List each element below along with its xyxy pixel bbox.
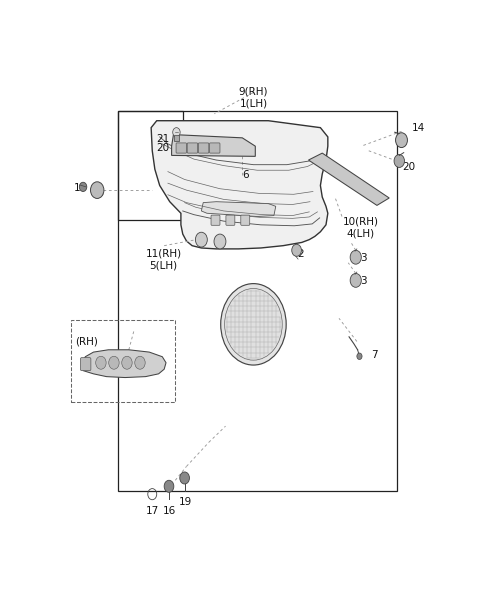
Polygon shape <box>172 135 255 156</box>
Circle shape <box>122 356 132 369</box>
Circle shape <box>173 127 180 137</box>
Circle shape <box>292 244 301 256</box>
Text: 21: 21 <box>156 134 170 144</box>
Circle shape <box>91 182 104 198</box>
Circle shape <box>109 356 119 369</box>
FancyBboxPatch shape <box>81 358 91 371</box>
FancyBboxPatch shape <box>226 215 235 225</box>
Circle shape <box>135 356 145 369</box>
Circle shape <box>396 133 408 148</box>
Text: 2: 2 <box>297 249 304 258</box>
Text: 16: 16 <box>163 506 176 516</box>
FancyBboxPatch shape <box>176 143 186 153</box>
Text: 19: 19 <box>179 497 192 507</box>
Text: 15: 15 <box>92 188 105 198</box>
Circle shape <box>79 182 87 192</box>
Text: 3: 3 <box>360 253 367 263</box>
Text: 20: 20 <box>402 162 415 172</box>
Polygon shape <box>202 202 276 216</box>
Text: 17: 17 <box>145 506 159 516</box>
FancyBboxPatch shape <box>211 215 220 225</box>
Text: 12: 12 <box>132 355 146 365</box>
Circle shape <box>350 250 361 264</box>
Circle shape <box>225 288 282 360</box>
FancyBboxPatch shape <box>174 135 179 141</box>
Circle shape <box>357 353 362 359</box>
Text: 11(RH)
5(LH): 11(RH) 5(LH) <box>145 249 182 270</box>
Text: (RH): (RH) <box>76 337 98 346</box>
Circle shape <box>394 154 405 168</box>
Text: 7: 7 <box>371 350 377 361</box>
FancyBboxPatch shape <box>198 143 209 153</box>
Text: 6: 6 <box>242 170 249 180</box>
Polygon shape <box>309 153 389 206</box>
Circle shape <box>214 234 226 249</box>
Text: 14: 14 <box>411 123 425 133</box>
FancyBboxPatch shape <box>241 215 250 225</box>
Text: 3: 3 <box>360 276 367 286</box>
Circle shape <box>195 232 207 247</box>
Polygon shape <box>83 350 166 377</box>
Circle shape <box>180 472 190 484</box>
FancyBboxPatch shape <box>187 143 198 153</box>
Text: 10(RH)
4(LH): 10(RH) 4(LH) <box>343 216 379 238</box>
Circle shape <box>350 273 361 287</box>
Text: 20: 20 <box>156 144 170 153</box>
FancyBboxPatch shape <box>210 143 220 153</box>
Text: 9(RH)
1(LH): 9(RH) 1(LH) <box>239 87 268 109</box>
Polygon shape <box>151 121 328 249</box>
Circle shape <box>164 480 174 492</box>
Text: 18: 18 <box>74 183 87 193</box>
Circle shape <box>221 284 286 365</box>
Circle shape <box>96 356 106 369</box>
